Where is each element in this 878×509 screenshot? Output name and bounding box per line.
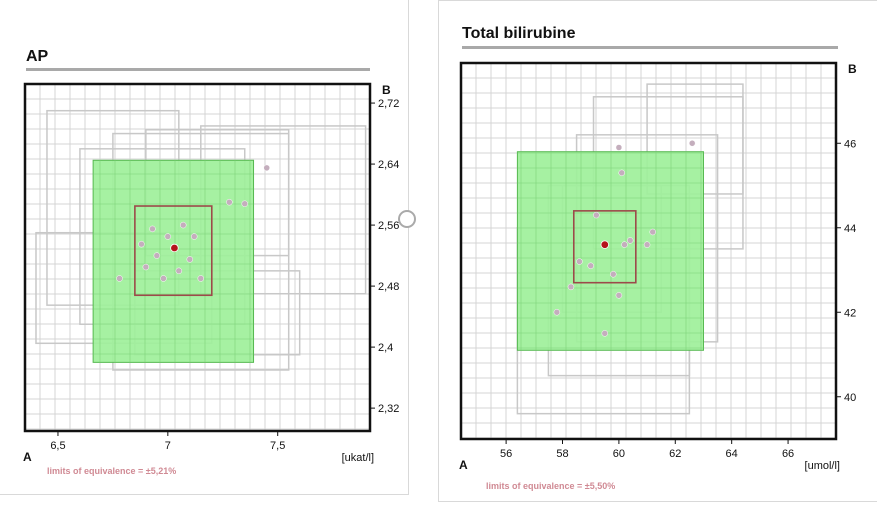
title-underline — [462, 46, 838, 49]
data-point — [241, 200, 248, 207]
data-point — [186, 256, 194, 263]
confidence-box — [572, 210, 637, 284]
data-point — [610, 270, 617, 278]
data-point — [138, 240, 145, 248]
y-tick-label: 2,72 — [378, 98, 399, 110]
data-point — [593, 211, 600, 219]
data-point — [179, 221, 187, 229]
x-tick-label: 7 — [165, 440, 171, 452]
corner-label-x: A — [459, 458, 468, 472]
bilirubine-chart-panel: Total bilirubine 56 58 60 62 64 66 46 44 42 40 A B [… — [438, 0, 877, 502]
ap-chart-panel: AP 6,5 7 7,5 2,72 2,64 2,56 2,48 2,4 2,32 A B [ukat… — [0, 0, 409, 495]
y-tick-label: 2,32 — [378, 403, 399, 415]
data-point — [643, 241, 651, 248]
y-tick-label: 46 — [844, 138, 856, 150]
center-point — [600, 240, 609, 249]
equivalence-region — [516, 151, 704, 351]
unit-label: [umol/l] — [805, 460, 840, 472]
data-point — [649, 228, 656, 236]
limits-of-equivalence-text: limits of equivalence = ±5,21% — [47, 466, 177, 476]
data-point — [175, 267, 183, 275]
center-point — [170, 243, 179, 253]
y-tick-label: 42 — [844, 307, 856, 319]
x-tick-label: 60 — [613, 448, 625, 460]
y-tick-label: 2,48 — [378, 281, 399, 293]
confidence-box — [134, 205, 213, 297]
data-point — [142, 263, 150, 271]
equivalence-region — [92, 159, 255, 363]
x-tick-label: 64 — [726, 448, 738, 460]
bilirubine-chart-svg: 56 58 60 62 64 66 46 44 42 40 A B [umol/l] — [459, 61, 857, 472]
chart-title: AP — [26, 48, 49, 65]
x-tick-label: 56 — [500, 448, 512, 460]
y-tick-label: 40 — [844, 392, 856, 404]
x-tick-label: 6,5 — [50, 440, 65, 452]
data-point — [587, 262, 594, 270]
data-point — [615, 144, 623, 151]
x-tick-label: 7,5 — [270, 440, 285, 452]
data-point — [626, 237, 634, 244]
unit-label: [ukat/l] — [342, 452, 374, 464]
resize-handle[interactable] — [398, 210, 416, 228]
data-point — [601, 330, 609, 337]
y-tick-label: 2,4 — [378, 342, 393, 354]
limits-of-equivalence-text: limits of equivalence = ±5,50% — [486, 481, 616, 491]
data-point — [153, 252, 161, 259]
data-point — [621, 241, 628, 248]
y-tick-label: 2,56 — [378, 220, 399, 232]
chart-title: Total bilirubine — [462, 25, 576, 42]
data-point — [688, 140, 696, 147]
ap-chart-svg: 6,5 7 7,5 2,72 2,64 2,56 2,48 2,4 2,32 A B [ukat/l] — [23, 82, 399, 464]
x-tick-label: 62 — [669, 448, 681, 460]
data-point — [197, 275, 205, 282]
data-point — [149, 225, 156, 233]
data-point — [553, 309, 561, 316]
data-point — [190, 233, 198, 240]
y-tick-label: 44 — [844, 223, 856, 235]
corner-label-x: A — [23, 450, 32, 464]
data-point — [567, 283, 575, 291]
plot-frame — [23, 82, 372, 433]
corner-label-y: B — [382, 83, 391, 97]
data-point — [116, 275, 123, 282]
x-tick-label: 66 — [782, 448, 794, 460]
plot-frame — [459, 61, 838, 441]
y-tick-label: 2,64 — [378, 159, 399, 171]
data-point — [160, 275, 167, 282]
x-tick-label: 58 — [556, 448, 568, 460]
data-point — [618, 169, 625, 177]
corner-label-y: B — [848, 62, 857, 76]
data-point — [576, 258, 583, 265]
title-underline — [26, 68, 370, 71]
data-point — [615, 292, 623, 299]
data-point — [226, 198, 233, 206]
data-point — [263, 164, 270, 172]
data-point — [164, 233, 172, 240]
